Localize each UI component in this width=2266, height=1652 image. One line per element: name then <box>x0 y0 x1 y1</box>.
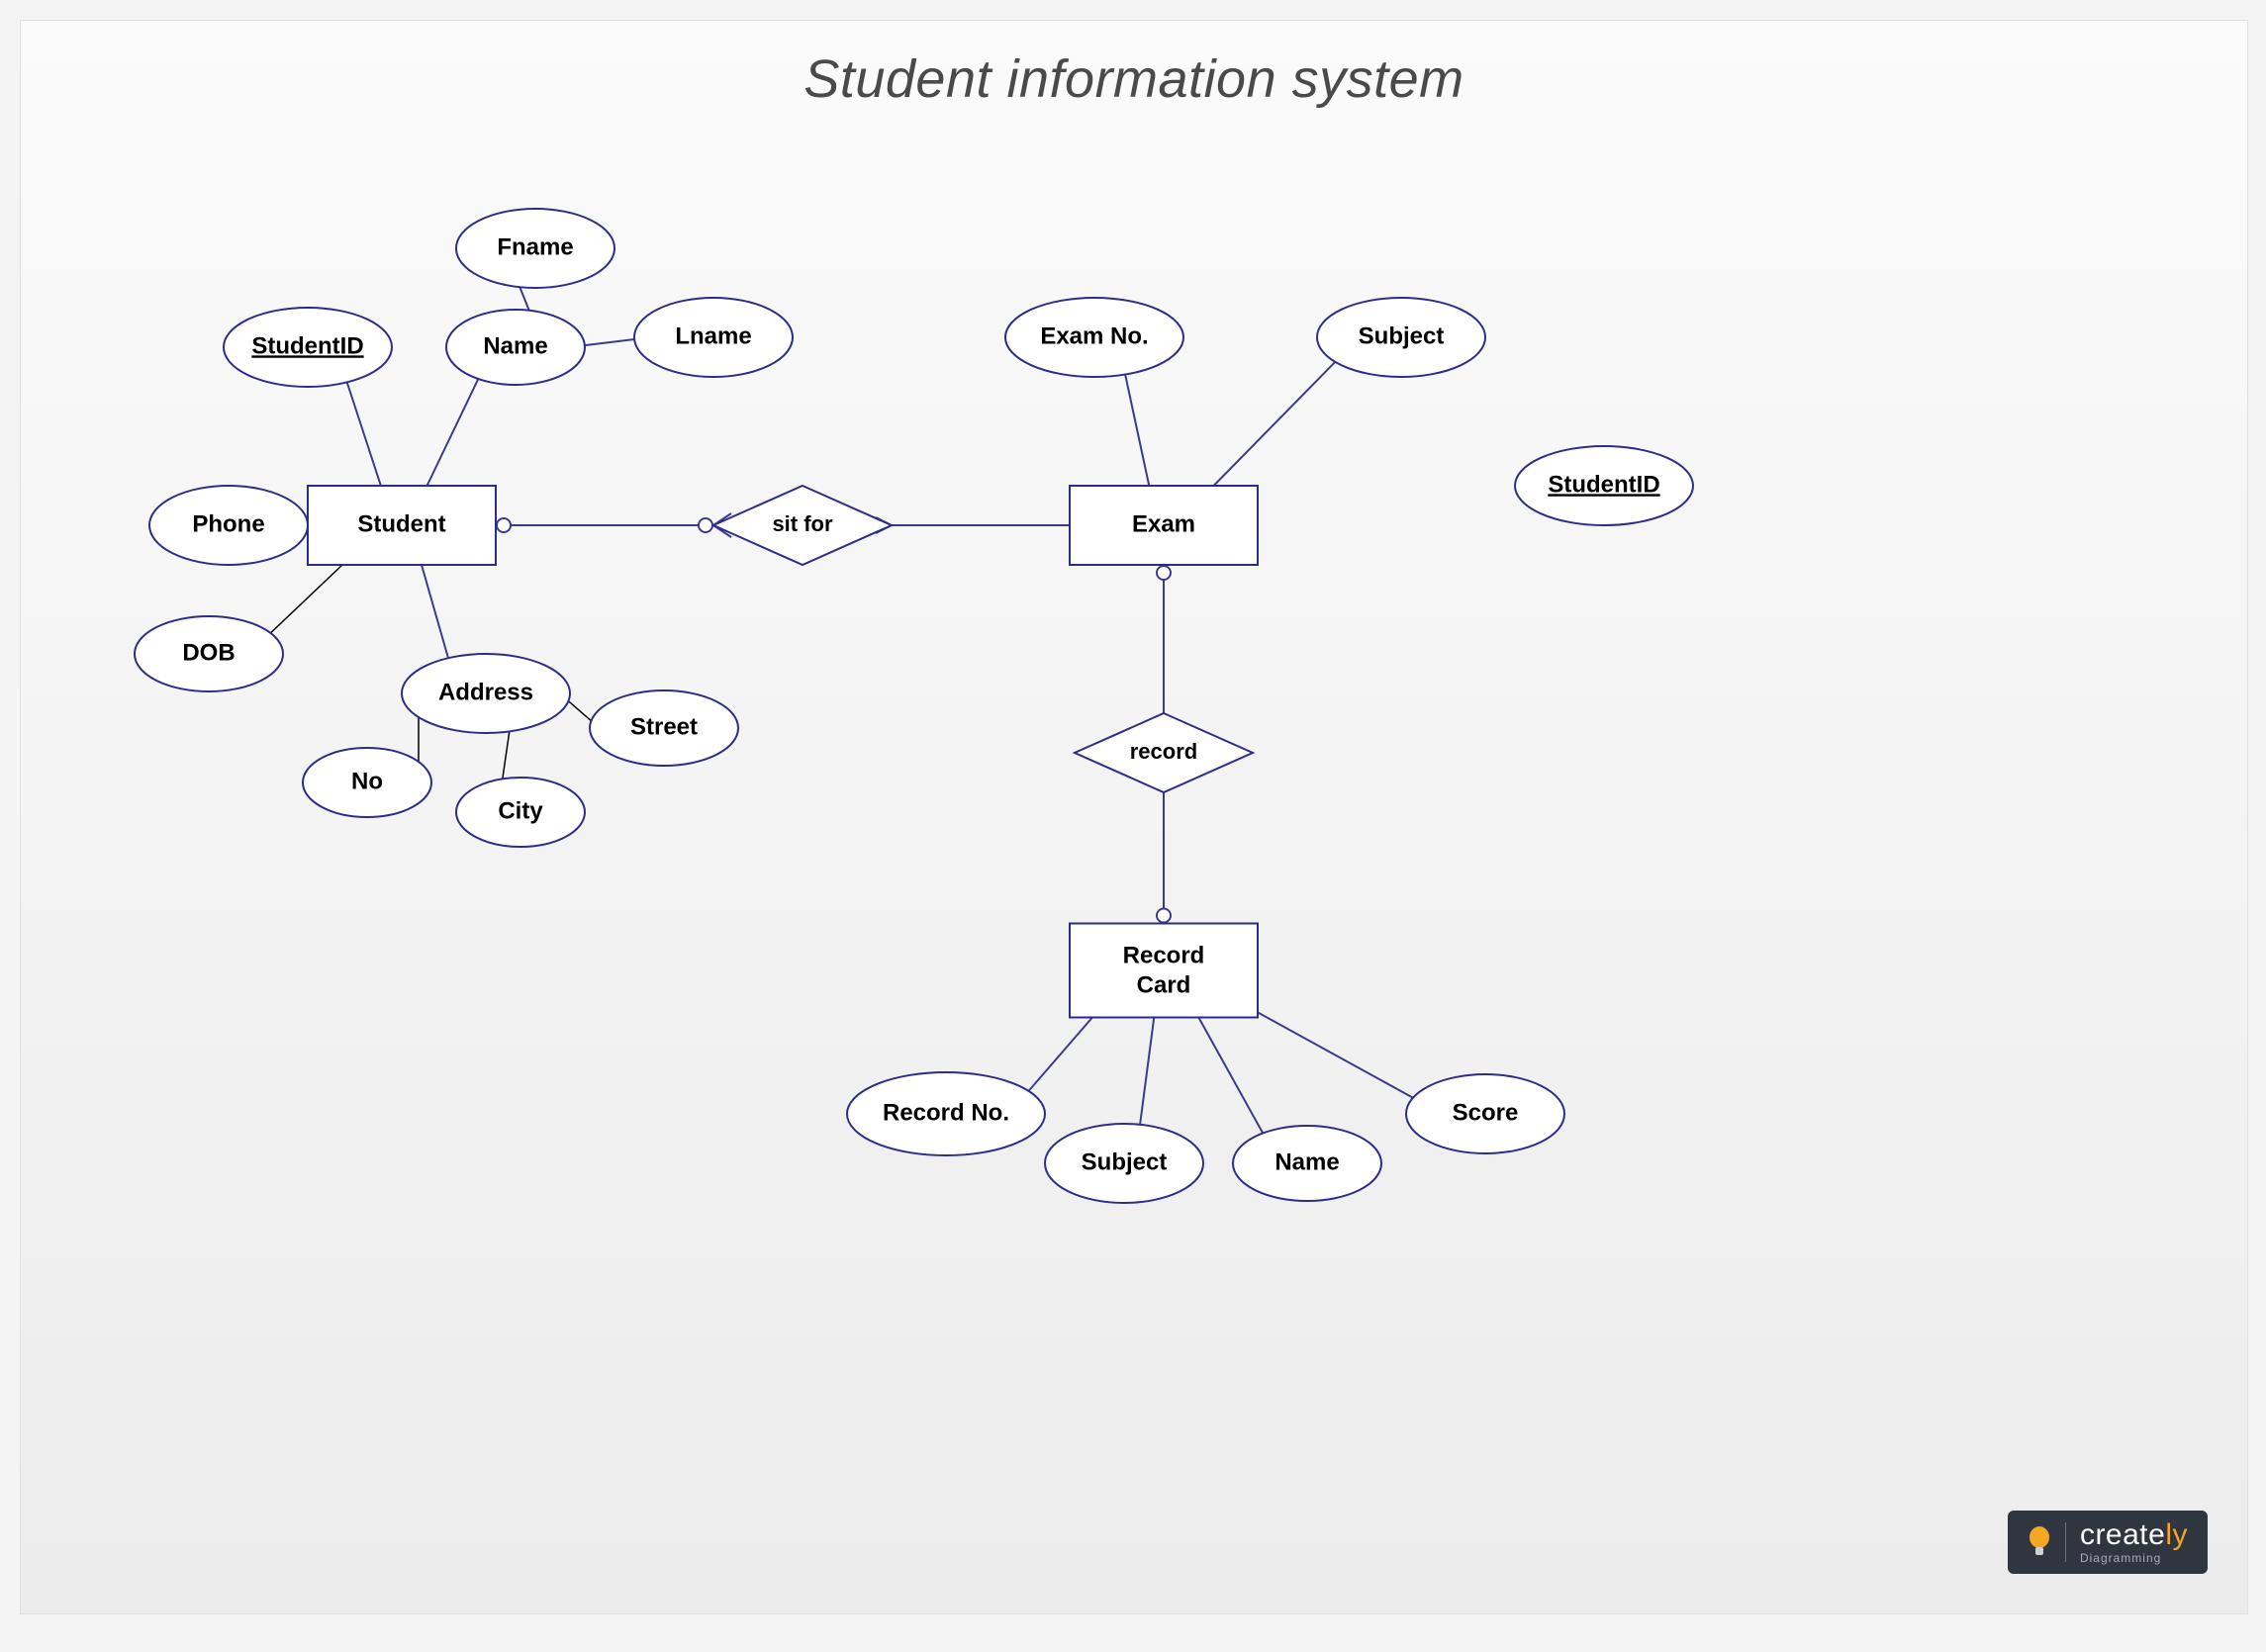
attr-link <box>568 701 591 721</box>
logo-brand-part1: create <box>2080 1518 2165 1551</box>
node-label: StudentID <box>1548 471 1659 498</box>
node-label: Address <box>438 679 533 705</box>
node-label: Lname <box>675 322 751 349</box>
diagram-canvas: Student information system StudentExamRe… <box>20 20 2248 1614</box>
creately-logo: creately Diagramming <box>2008 1511 2208 1574</box>
attr-link <box>503 731 510 779</box>
logo-divider <box>2065 1522 2066 1562</box>
attr-link <box>427 379 479 486</box>
node-label: Exam <box>1132 510 1195 537</box>
node-label: Name <box>483 332 547 359</box>
attr-link <box>519 287 528 311</box>
node-label: Record <box>1123 942 1205 968</box>
node-label: record <box>1130 739 1197 764</box>
attr-link <box>1258 1012 1413 1097</box>
node-label: Subject <box>1359 322 1445 349</box>
attr-link <box>1125 375 1149 486</box>
logo-tagline: Diagramming <box>2080 1552 2188 1564</box>
node-label: Street <box>630 713 698 740</box>
bulb-icon <box>2028 1525 2051 1559</box>
node-label: DOB <box>182 639 235 666</box>
node-label: Name <box>1275 1148 1339 1175</box>
node-label: Phone <box>192 510 264 537</box>
node-label: Card <box>1137 971 1191 998</box>
node-label: No <box>351 768 383 794</box>
attr-link <box>422 565 448 658</box>
node-label: Subject <box>1082 1148 1168 1175</box>
node-label: StudentID <box>251 332 363 359</box>
node-label: Student <box>357 510 445 537</box>
er-diagram-svg: StudentExamRecordCardsit forrecordStuden… <box>21 21 2247 1613</box>
attr-link <box>585 339 634 345</box>
attr-link <box>1028 1018 1091 1091</box>
node-label: Fname <box>497 233 573 260</box>
attr-link <box>1198 1018 1263 1134</box>
logo-text: creately Diagramming <box>2080 1520 2188 1564</box>
entity-recordcard <box>1070 924 1258 1018</box>
node-label: Score <box>1453 1099 1519 1126</box>
attr-link <box>270 565 342 633</box>
node-label: sit for <box>772 511 833 536</box>
attr-link <box>1214 362 1336 486</box>
logo-brand-part2: ly <box>2165 1518 2188 1551</box>
node-label: Exam No. <box>1040 322 1148 349</box>
attr-link <box>347 382 381 486</box>
attr-link <box>1140 1018 1154 1125</box>
node-label: Record No. <box>883 1099 1009 1126</box>
node-label: City <box>498 797 543 824</box>
